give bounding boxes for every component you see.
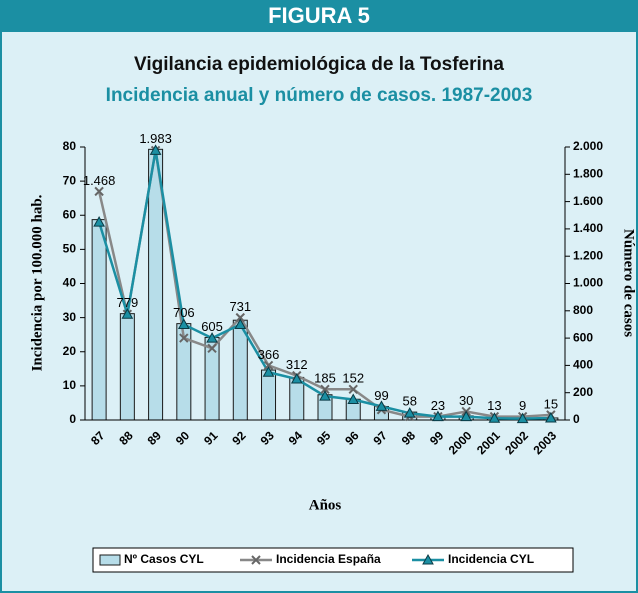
data-label: 23 xyxy=(431,398,445,413)
y2-tick-label: 1.800 xyxy=(573,166,603,180)
marker-triangle xyxy=(149,144,162,155)
y-tick-label: 10 xyxy=(63,378,77,392)
x-axis-label: Años xyxy=(309,497,342,513)
data-label: 366 xyxy=(258,347,280,362)
data-label: 99 xyxy=(374,388,388,403)
marker-triangle xyxy=(93,216,105,227)
data-label: 13 xyxy=(487,398,501,413)
legend-label: Nº Casos CYL xyxy=(124,552,204,566)
bar xyxy=(261,369,277,421)
marker-x xyxy=(320,384,330,394)
marker-triangle xyxy=(545,411,557,423)
legend-box xyxy=(92,547,574,573)
y2-tick-label: 1.600 xyxy=(573,194,603,208)
marker-x xyxy=(235,312,246,323)
y2-tick-label: 200 xyxy=(573,385,593,399)
data-label: 58 xyxy=(402,394,416,409)
chart-subtitle: Incidencia anual y número de casos. 1987… xyxy=(106,85,533,106)
marker-triangle xyxy=(234,318,247,329)
y2-tick-label: 2.000 xyxy=(573,139,603,153)
y2-axis-label: Número de casos xyxy=(621,229,637,337)
data-label: 15 xyxy=(544,396,558,411)
marker-triangle xyxy=(516,412,529,424)
legend-swatch xyxy=(99,554,121,566)
data-label: 1.983 xyxy=(139,131,172,146)
y-tick-label: 80 xyxy=(63,139,77,153)
y2-tick-label: 1.000 xyxy=(573,276,603,290)
y-tick-label: 20 xyxy=(63,344,77,358)
y-tick-label: 30 xyxy=(63,310,77,324)
marker-x xyxy=(207,343,217,354)
marker-triangle xyxy=(319,390,331,401)
bar xyxy=(91,219,107,421)
data-label: 779 xyxy=(117,295,139,310)
marker-x xyxy=(348,384,358,394)
legend-label: Incidencia España xyxy=(276,552,381,566)
y-tick-label: 0 xyxy=(69,412,76,426)
data-label: 9 xyxy=(519,398,526,413)
marker-x xyxy=(94,186,104,197)
header: FIGURA 5 xyxy=(268,3,370,28)
y2-tick-label: 600 xyxy=(573,330,593,344)
data-label: 152 xyxy=(342,371,364,386)
y2-tick-label: 400 xyxy=(573,358,593,372)
marker-x xyxy=(179,333,189,343)
y2-tick-label: 800 xyxy=(573,303,593,317)
chart-title: Vigilancia epidemiológica de la Tosferin… xyxy=(134,54,504,75)
marker-triangle xyxy=(290,373,303,384)
data-label: 185 xyxy=(314,371,336,386)
marker-triangle xyxy=(262,366,275,377)
data-label: 312 xyxy=(286,357,308,372)
data-label: 1.468 xyxy=(83,173,116,188)
data-label: 706 xyxy=(173,305,195,320)
marker-triangle xyxy=(121,308,134,319)
bar xyxy=(119,313,135,421)
marker-x xyxy=(263,360,274,371)
data-label: 30 xyxy=(459,393,473,408)
legend-marker xyxy=(422,553,434,565)
bar xyxy=(204,336,220,421)
y-tick-label: 40 xyxy=(63,276,77,290)
marker-triangle xyxy=(177,318,190,329)
header-band xyxy=(0,0,638,32)
marker-triangle xyxy=(432,410,444,422)
marker-triangle xyxy=(375,400,388,411)
y-axis-label: Incidencia por 100.000 hab. xyxy=(29,194,45,371)
y2-tick-label: 1.400 xyxy=(573,221,603,235)
marker-triangle xyxy=(488,412,501,423)
data-label: 605 xyxy=(201,319,223,334)
y2-tick-label: 1.200 xyxy=(573,248,603,262)
y-tick-label: 60 xyxy=(63,207,77,221)
marker-triangle xyxy=(460,410,473,422)
data-label: 731 xyxy=(229,299,251,314)
bar xyxy=(289,376,305,421)
y2-tick-label: 0 xyxy=(573,412,580,426)
y-tick-label: 50 xyxy=(63,242,77,256)
marker-triangle xyxy=(206,332,218,343)
marker-triangle xyxy=(403,407,416,418)
marker-triangle xyxy=(347,393,360,405)
legend-label: Incidencia CYL xyxy=(448,552,534,566)
legend-marker xyxy=(251,555,261,565)
y-tick-label: 70 xyxy=(63,173,77,187)
